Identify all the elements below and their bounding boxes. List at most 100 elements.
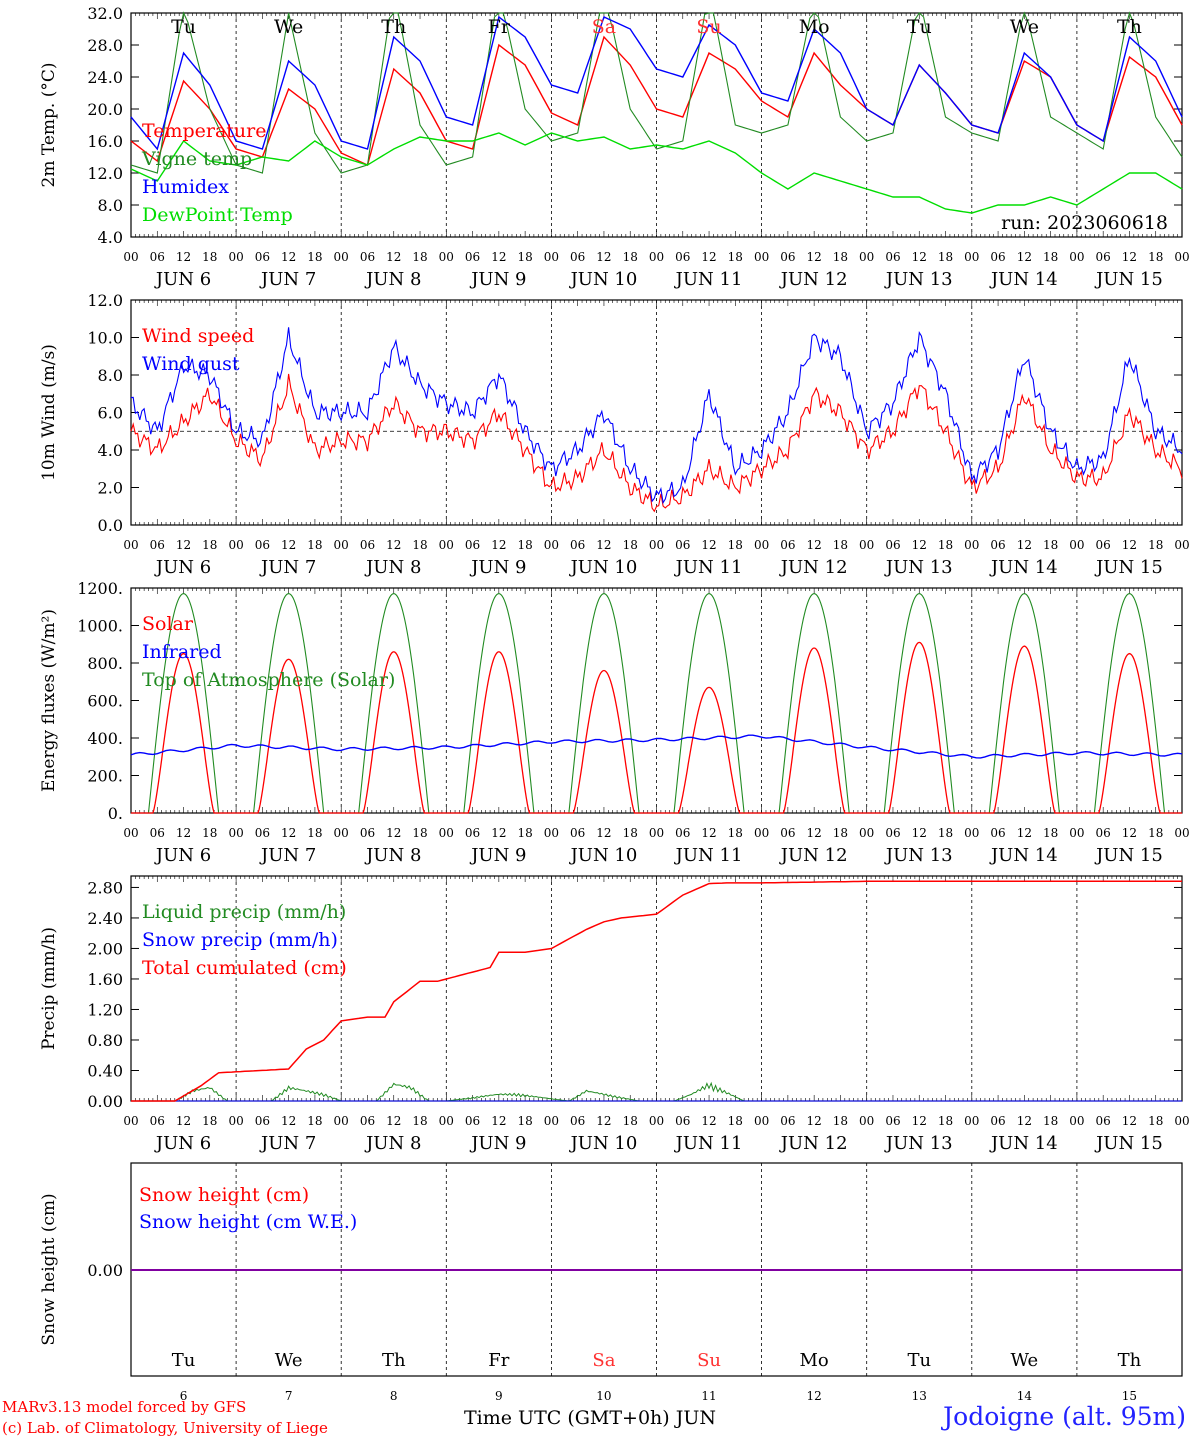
x-hour-label: 18 (1148, 538, 1163, 552)
x-hour-label: 18 (307, 1114, 322, 1128)
y-axis-label: Precip (mm/h) (39, 927, 59, 1050)
x-hour-label: 00 (439, 250, 454, 264)
weekday-label-top: Sa (592, 16, 616, 38)
y-tick-label: 20.0 (87, 100, 123, 119)
x-hour-label: 00 (964, 1114, 979, 1128)
y-tick-label: 400. (87, 729, 123, 748)
x-hour-label: 12 (386, 538, 401, 552)
series-solar-day-9 (971, 645, 1077, 814)
x-hour-label: 12 (281, 826, 296, 840)
x-hour-label: 06 (570, 250, 585, 264)
x-hour-label: 00 (754, 1114, 769, 1128)
y-tick-label: 2.80 (87, 878, 123, 897)
x-axis-title: Time UTC (GMT+0h) JUN (464, 1407, 716, 1429)
x-hour-label: 00 (123, 538, 138, 552)
x-hour-label: 18 (938, 1114, 953, 1128)
x-hour-label: 18 (517, 250, 532, 264)
x-hour-label: 12 (176, 1114, 191, 1128)
y-tick-label: 2.40 (87, 909, 123, 928)
x-hour-label: 06 (885, 826, 900, 840)
x-day-label: JUN 9 (469, 557, 526, 578)
x-hour-label: 06 (360, 826, 375, 840)
y-tick-label: 24.0 (87, 68, 123, 87)
x-hour-label: 00 (1174, 538, 1189, 552)
x-hour-label: 00 (228, 1114, 243, 1128)
x-day-label: JUN 10 (569, 1133, 638, 1154)
weekday-label-bottom: Mo (800, 1350, 829, 1371)
x-hour-label: 18 (1043, 538, 1058, 552)
x-hour-label: 12 (912, 826, 927, 840)
x-hour-label: 06 (780, 826, 795, 840)
x-day-label: JUN 14 (989, 845, 1058, 866)
weekday-label-top: We (1010, 16, 1039, 38)
x-hour-label: 00 (123, 1114, 138, 1128)
y-tick-label: 800. (87, 654, 123, 673)
y-tick-label: 28.0 (87, 36, 123, 55)
series-toa-day-8 (866, 593, 972, 814)
x-day-label: JUN 14 (989, 1133, 1058, 1154)
legend-infrared: Infrared (142, 641, 222, 663)
y-tick-label: 4.0 (98, 441, 123, 460)
x-hour-label: 12 (491, 1114, 506, 1128)
legend-liquid-precip-mm-h-: Liquid precip (mm/h) (142, 901, 346, 923)
x-hour-label: 06 (675, 250, 690, 264)
series-toa-day-10 (1076, 593, 1182, 814)
x-hour-label: 12 (491, 538, 506, 552)
x-hour-label: 00 (754, 250, 769, 264)
x-hour-label: 12 (1122, 1114, 1137, 1128)
series-solar-day-4 (446, 651, 552, 814)
day-number-label: 8 (390, 1389, 398, 1403)
x-hour-label: 12 (1122, 826, 1137, 840)
x-hour-label: 12 (386, 826, 401, 840)
x-hour-label: 06 (885, 250, 900, 264)
x-hour-label: 00 (544, 1114, 559, 1128)
series-toa-day-2 (236, 593, 342, 814)
legend-humidex: Humidex (142, 176, 229, 198)
series-solar-day-10 (1076, 652, 1182, 814)
series-toa-day-6 (656, 593, 762, 814)
series-dewpoint-temp (130, 132, 1183, 214)
series-solar-day-8 (866, 641, 972, 814)
x-day-label: JUN 8 (364, 269, 421, 290)
x-hour-label: 00 (334, 1114, 349, 1128)
x-hour-label: 12 (386, 250, 401, 264)
y-tick-label: 8.0 (98, 196, 123, 215)
x-hour-label: 18 (202, 1114, 217, 1128)
x-hour-label: 12 (912, 538, 927, 552)
x-hour-label: 18 (938, 538, 953, 552)
x-hour-label: 06 (465, 250, 480, 264)
x-day-label: JUN 15 (1094, 1133, 1163, 1154)
x-hour-label: 00 (439, 1114, 454, 1128)
x-hour-label: 06 (1096, 250, 1111, 264)
x-hour-label: 06 (570, 1114, 585, 1128)
x-hour-label: 12 (912, 1114, 927, 1128)
x-day-label: JUN 14 (989, 269, 1058, 290)
y-axis-label: 2m Temp. (°C) (39, 62, 59, 187)
x-hour-label: 06 (780, 250, 795, 264)
x-hour-label: 06 (465, 538, 480, 552)
x-hour-label: 18 (202, 826, 217, 840)
weekday-label-bottom: Tu (907, 1350, 931, 1371)
weekday-label-bottom: We (275, 1350, 303, 1371)
weekday-label-bottom: Th (382, 1350, 406, 1371)
y-tick-label: 6.0 (98, 404, 123, 423)
series-infrared (130, 734, 1183, 759)
x-hour-label: 12 (701, 1114, 716, 1128)
y-tick-label: 1200. (77, 579, 123, 598)
y-tick-label: 1.60 (87, 970, 123, 989)
weekday-label-bottom: Tu (172, 1350, 196, 1371)
legend-dewpoint-temp: DewPoint Temp (142, 204, 293, 226)
x-hour-label: 06 (1096, 538, 1111, 552)
x-day-label: JUN 8 (364, 557, 421, 578)
x-hour-label: 00 (859, 826, 874, 840)
x-hour-label: 06 (885, 1114, 900, 1128)
x-hour-label: 06 (360, 1114, 375, 1128)
x-hour-label: 00 (544, 250, 559, 264)
x-day-label: JUN 10 (569, 845, 638, 866)
x-day-label: JUN 7 (259, 1133, 316, 1154)
credit-model: MARv3.13 model forced by GFS (2, 1398, 247, 1416)
x-hour-label: 12 (281, 250, 296, 264)
x-hour-label: 00 (334, 826, 349, 840)
weekday-label-top: Fr (488, 16, 511, 38)
x-hour-label: 06 (1096, 826, 1111, 840)
